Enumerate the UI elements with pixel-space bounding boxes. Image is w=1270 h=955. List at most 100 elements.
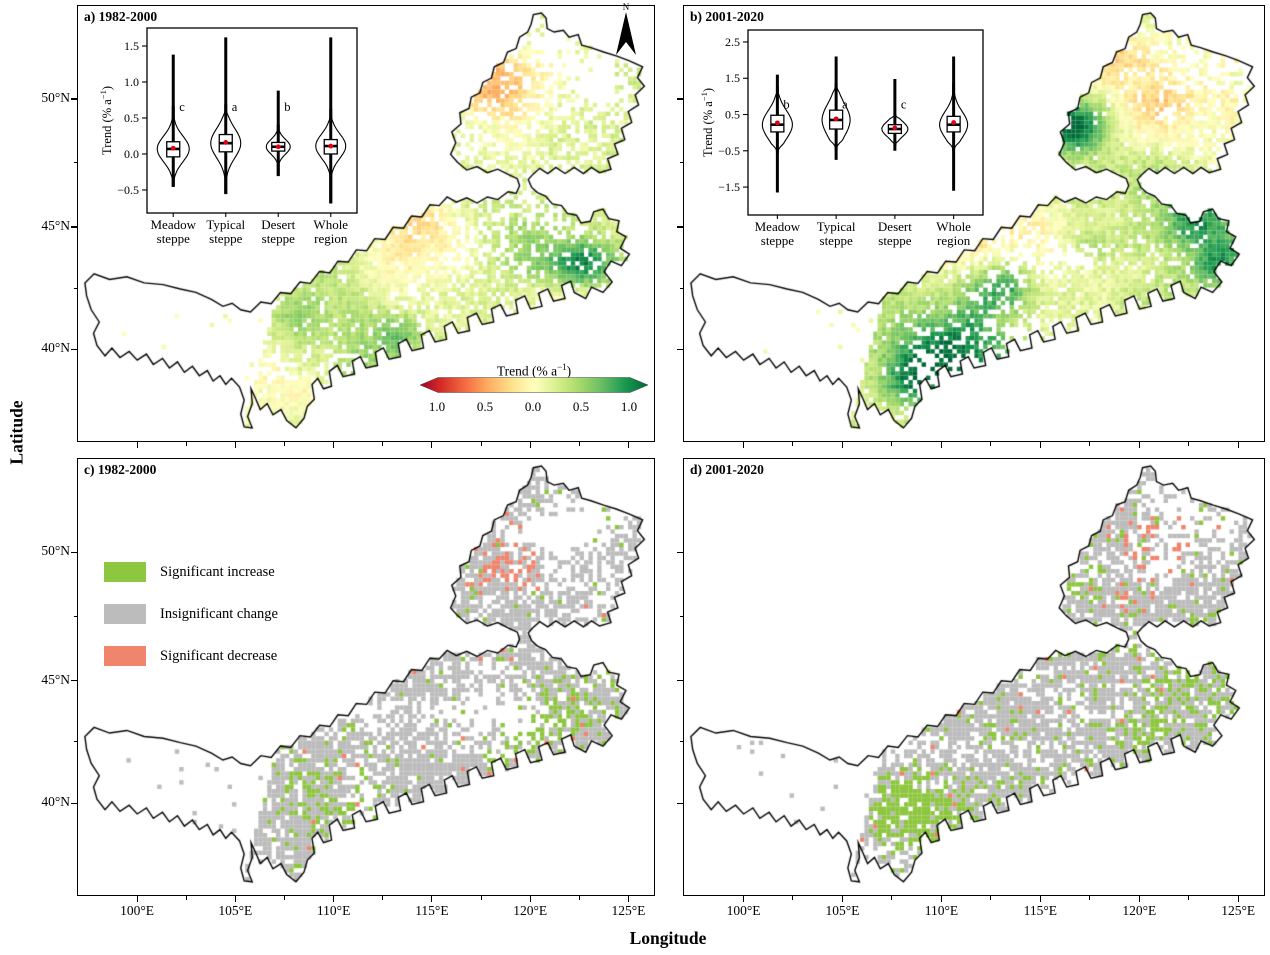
svg-text:steppe: steppe (878, 233, 911, 248)
svg-text:Whole: Whole (313, 217, 348, 232)
x-minor-tick (990, 442, 992, 446)
significance-legend: Significant increase Insignificant change… (104, 562, 278, 688)
x-tick-label: 100°E (726, 903, 761, 918)
x-tick-label: 110°E (316, 903, 351, 918)
svg-text:−1.5: −1.5 (718, 180, 740, 194)
colorbar-tick-label: 0.5 (572, 399, 590, 414)
svg-text:Desert: Desert (261, 217, 295, 232)
x-major-tick (529, 896, 531, 902)
x-major-tick (1138, 896, 1140, 902)
x-minor-tick (284, 442, 285, 446)
svg-text:Whole: Whole (936, 219, 971, 234)
x-tick-label: 120°E (513, 903, 548, 918)
y-major-tick (677, 98, 683, 100)
svg-text:0.5: 0.5 (124, 111, 139, 125)
svg-text:1.5: 1.5 (124, 39, 139, 53)
legend-label: Significant decrease (160, 647, 278, 664)
y-major-tick (71, 802, 77, 804)
panel-title-a: a) 1982-2000 (84, 9, 158, 24)
x-minor-tick (792, 896, 794, 900)
svg-text:region: region (314, 231, 348, 246)
y-tick-label: 40°N (41, 794, 70, 810)
svg-text:steppe: steppe (209, 231, 242, 246)
y-axis-title: Latitude (6, 400, 27, 465)
colorbar-tick-label: 1.0 (620, 399, 638, 414)
svg-text:c: c (901, 97, 907, 111)
x-major-tick (742, 896, 745, 902)
svg-text:Desert: Desert (878, 219, 912, 234)
x-minor-tick (382, 896, 384, 900)
svg-text:Trend (% a−1): Trend (% a−1) (98, 86, 114, 155)
panel-title-d: d) 2001-2020 (690, 462, 764, 477)
svg-text:region: region (937, 233, 971, 248)
svg-text:0.5: 0.5 (725, 108, 740, 122)
x-major-tick (136, 896, 138, 902)
map-panel-c: c) 1982-2000 (77, 458, 655, 896)
y-minor-tick (679, 162, 683, 164)
violin-inset-a: cMeadowsteppeaTypicalsteppebDesertsteppe… (98, 27, 358, 246)
north-arrow: N (616, 2, 636, 55)
y-major-tick (677, 679, 683, 682)
colorbar-tick-label: 1.0 (428, 399, 446, 414)
trend-colorbar: Trend (% a−1) 1.0 0.5 0.0 0.5 1.0 (419, 359, 649, 414)
north-arrow-icon (616, 12, 636, 55)
map-canvas-d (684, 459, 1263, 894)
legend-label: Insignificant change (160, 605, 278, 622)
x-tick-label: 105°E (825, 903, 860, 918)
colorbar-title: Trend (% a−1) (496, 362, 572, 379)
x-major-tick (333, 442, 335, 448)
y-minor-tick (73, 741, 77, 743)
svg-text:−0.5: −0.5 (117, 183, 139, 197)
colorbar-gradient-bar (419, 377, 649, 393)
svg-text:1.0: 1.0 (124, 75, 139, 89)
y-minor-tick (73, 287, 77, 289)
y-minor-tick (73, 162, 77, 164)
legend-swatch (104, 604, 146, 624)
x-major-tick (234, 896, 236, 902)
svg-text:b: b (783, 97, 789, 111)
x-major-tick (136, 442, 138, 448)
x-major-tick (1039, 442, 1041, 448)
svg-text:steppe: steppe (262, 231, 295, 246)
x-tick-label: 125°E (1221, 903, 1256, 918)
x-tick-label: 100°E (120, 903, 155, 918)
svg-text:Trend (% a−1): Trend (% a−1) (699, 88, 715, 157)
svg-text:−0.5: −0.5 (718, 144, 740, 158)
y-tick-label: 45°N (41, 217, 70, 233)
colorbar-tick-label: 0.0 (524, 399, 542, 414)
north-arrow-label: N (623, 2, 630, 12)
x-tick-label: 115°E (1023, 903, 1058, 918)
x-minor-tick (480, 442, 482, 446)
svg-text:1.5: 1.5 (725, 71, 740, 85)
legend-label: Significant increase (160, 563, 275, 580)
y-major-tick (71, 551, 77, 553)
y-tick-label: 40°N (41, 340, 70, 356)
x-major-tick (431, 442, 433, 448)
x-minor-tick (891, 442, 893, 446)
x-minor-tick (185, 442, 187, 446)
svg-text:Meadow: Meadow (755, 219, 801, 234)
y-minor-tick (679, 741, 683, 743)
x-major-tick (841, 442, 844, 448)
svg-text:2.5: 2.5 (725, 35, 740, 49)
colorbar-tick-labels: 1.0 0.5 0.0 0.5 1.0 (419, 399, 649, 414)
x-major-tick (940, 896, 942, 902)
x-major-tick (1039, 896, 1041, 902)
x-minor-tick (480, 896, 482, 900)
map-canvas-c (78, 459, 653, 894)
x-minor-tick (1188, 896, 1190, 900)
colorbar-tick-label: 0.5 (476, 399, 494, 414)
legend-swatch (104, 646, 146, 666)
svg-text:steppe: steppe (761, 233, 794, 248)
svg-text:0.0: 0.0 (124, 147, 139, 161)
x-major-tick (841, 896, 844, 902)
svg-text:b: b (284, 100, 290, 114)
x-minor-tick (1089, 896, 1091, 900)
y-minor-tick (679, 287, 683, 289)
svg-text:Meadow: Meadow (151, 217, 197, 232)
y-minor-tick (73, 615, 77, 617)
y-major-tick (677, 226, 683, 228)
x-minor-tick (1188, 442, 1190, 446)
legend-item: Significant decrease (104, 646, 278, 666)
